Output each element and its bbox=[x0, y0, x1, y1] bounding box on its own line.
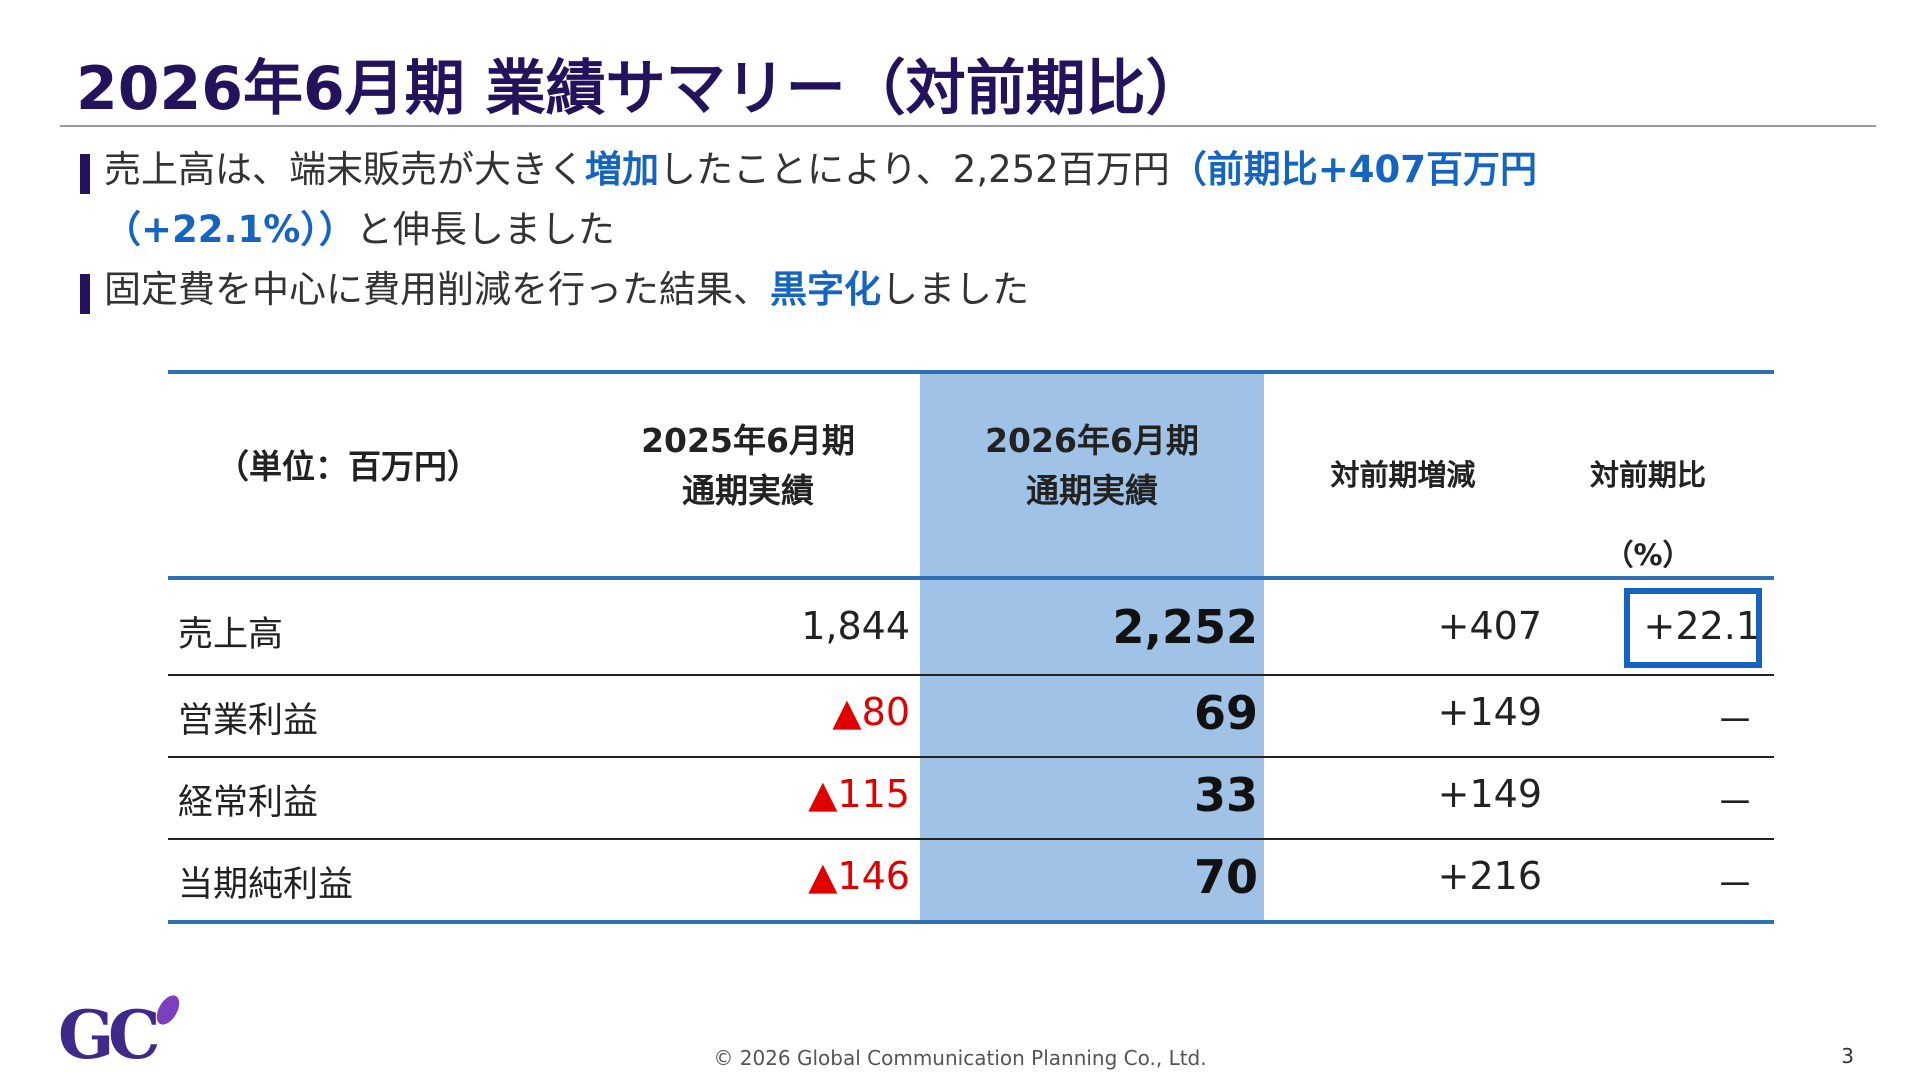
table-bottom-rule bbox=[168, 920, 1774, 924]
col-header-diff: 対前期増減 bbox=[1330, 458, 1476, 492]
row-label-operating-profit: 営業利益 bbox=[178, 701, 319, 741]
cell-curr-ordinary-profit: 33 bbox=[1193, 768, 1258, 822]
highlight-text: （+22.1%）） bbox=[104, 208, 356, 251]
table-row-rule bbox=[168, 756, 1774, 758]
svg-text:G: G bbox=[58, 996, 114, 1068]
cell-curr-sales: 2,252 bbox=[1112, 600, 1258, 654]
bullet-item-sales: 売上高は、端末販売が大きく増加したことにより、2,252百万円（前期比+407百… bbox=[78, 140, 1838, 260]
highlight-text: 増加 bbox=[585, 148, 659, 191]
col-header-curr-line1: 2026年6月期 bbox=[985, 421, 1199, 460]
row-label-sales: 売上高 bbox=[178, 615, 284, 655]
cell-curr-net-profit: 70 bbox=[1193, 850, 1258, 904]
col-header-ratio-unit: （%） bbox=[1604, 538, 1692, 572]
unit-label: （単位：百万円） bbox=[216, 447, 480, 486]
cell-prev-net-profit: ▲146 bbox=[808, 854, 910, 898]
bullet-text: 売上高は、端末販売が大きく bbox=[104, 148, 585, 191]
svg-text:C: C bbox=[108, 996, 161, 1068]
cell-ratio-sales: +22.1 bbox=[1643, 604, 1760, 648]
copyright-footer: © 2026 Global Communication Planning Co.… bbox=[713, 1046, 1207, 1070]
col-header-prev: 2025年6月期 通期実績 bbox=[578, 416, 918, 516]
table-row-rule bbox=[168, 838, 1774, 840]
highlight-text: （前期比+407百万円 bbox=[1169, 148, 1537, 191]
col-header-curr-line2: 通期実績 bbox=[1026, 471, 1158, 510]
cell-ratio-ordinary-profit: － bbox=[1715, 781, 1754, 825]
cell-diff-ordinary-profit: +149 bbox=[1437, 772, 1542, 816]
page-number: 3 bbox=[1841, 1044, 1854, 1068]
cell-diff-sales: +407 bbox=[1437, 604, 1542, 648]
col-header-curr: 2026年6月期 通期実績 bbox=[920, 416, 1264, 516]
bullet-item-profit: 固定費を中心に費用削減を行った結果、黒字化しました bbox=[78, 260, 1838, 320]
col-header-ratio: 対前期比 bbox=[1589, 458, 1706, 492]
bullet-list: 売上高は、端末販売が大きく増加したことにより、2,252百万円（前期比+407百… bbox=[78, 140, 1838, 320]
row-label-ordinary-profit: 経常利益 bbox=[178, 783, 319, 823]
cell-curr-operating-profit: 69 bbox=[1193, 686, 1258, 740]
company-logo-icon: G C bbox=[58, 995, 180, 1068]
bullet-text: しました bbox=[881, 268, 1029, 311]
bullet-bar-icon bbox=[80, 154, 90, 194]
col-header-prev-line2: 通期実績 bbox=[682, 471, 814, 510]
bullet-text: と伸長しました bbox=[355, 208, 615, 251]
table-top-rule bbox=[168, 370, 1774, 374]
page-title: 2026年6月期 業績サマリー（対前期比） bbox=[76, 54, 1206, 124]
results-table: （単位：百万円） 2025年6月期 通期実績 2026年6月期 通期実績 対前期… bbox=[168, 370, 1774, 924]
cell-diff-operating-profit: +149 bbox=[1437, 690, 1542, 734]
cell-prev-sales: 1,844 bbox=[801, 604, 910, 648]
row-label-net-profit: 当期純利益 bbox=[178, 865, 354, 905]
bullet-text: したことにより、2,252百万円 bbox=[659, 148, 1170, 191]
cell-ratio-operating-profit: － bbox=[1715, 699, 1754, 743]
col-header-prev-line1: 2025年6月期 bbox=[641, 421, 855, 460]
bullet-bar-icon bbox=[80, 274, 90, 314]
cell-diff-net-profit: +216 bbox=[1437, 854, 1542, 898]
cell-prev-ordinary-profit: ▲115 bbox=[808, 772, 910, 816]
cell-ratio-net-profit: － bbox=[1715, 863, 1754, 907]
table-row-rule bbox=[168, 674, 1774, 676]
cell-prev-operating-profit: ▲80 bbox=[832, 690, 910, 734]
current-year-column-highlight bbox=[920, 374, 1264, 924]
ratio-highlight-box bbox=[1624, 588, 1762, 668]
highlight-text: 黒字化 bbox=[770, 268, 881, 311]
title-divider bbox=[60, 125, 1876, 127]
table-header-rule bbox=[168, 576, 1774, 580]
bullet-text: 固定費を中心に費用削減を行った結果、 bbox=[104, 268, 770, 311]
